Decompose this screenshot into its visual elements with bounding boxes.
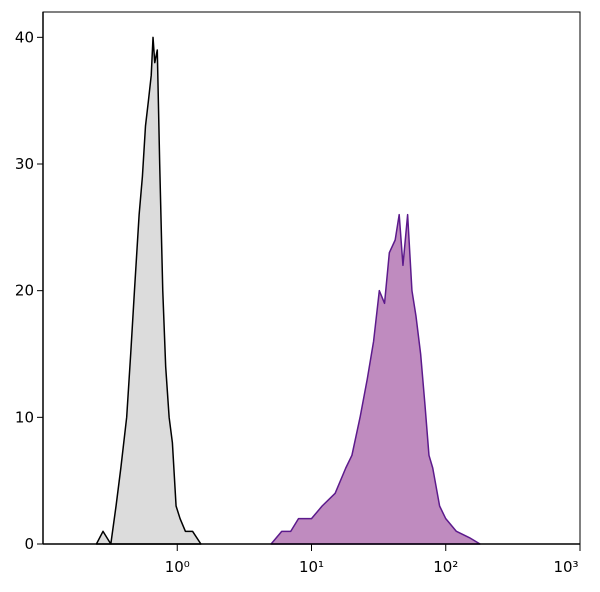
y-tick-label: 40 [15,28,34,46]
x-tick-label: 10³ [553,558,578,576]
x-tick-label: 10² [433,558,458,576]
y-tick-label: 20 [15,282,34,300]
x-tick-label: 10⁰ [165,558,190,576]
y-tick-label: 10 [15,408,34,426]
y-tick-label: 0 [24,535,34,553]
histogram-area [95,36,202,545]
y-tick-label: 30 [15,155,34,173]
histogram-area [270,213,481,545]
x-tick-label: 10¹ [299,558,324,576]
